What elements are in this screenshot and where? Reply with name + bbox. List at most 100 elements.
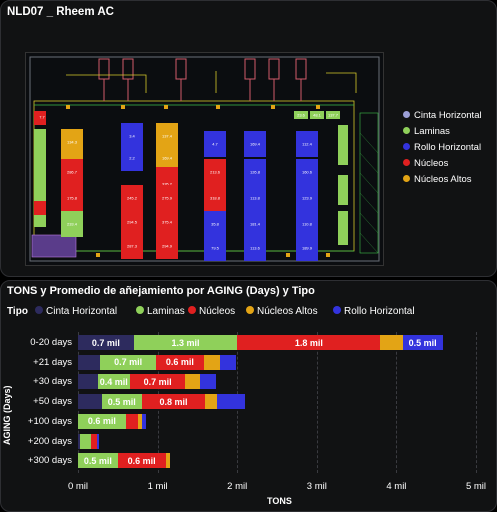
storage-block[interactable] <box>121 233 143 259</box>
bar-segment[interactable] <box>205 394 218 410</box>
bar-segment[interactable] <box>78 394 102 410</box>
bar-segment[interactable] <box>203 354 220 370</box>
map-legend-item-laminas[interactable]: Laminas <box>403 126 450 137</box>
storage-block-label: 175.8 <box>67 196 78 201</box>
x-gridline <box>316 332 318 473</box>
storage-block[interactable] <box>204 235 226 261</box>
bar-segment[interactable]: 0.6 mil <box>117 453 166 469</box>
storage-block[interactable] <box>244 185 266 211</box>
storage-block[interactable] <box>121 145 143 171</box>
storage-block[interactable] <box>61 185 83 211</box>
storage-block-label: 213.6 <box>210 170 221 175</box>
bar-segment[interactable]: 0.5 mil <box>78 453 118 469</box>
storage-block[interactable] <box>121 209 143 235</box>
legend-dot-icon <box>403 126 410 134</box>
legend-label: Núcleos Altos <box>414 174 472 185</box>
bar-segment[interactable]: 0.6 mil <box>78 413 126 429</box>
storage-block-label: 375.4 <box>162 220 173 225</box>
bar-segment[interactable] <box>141 413 146 429</box>
legend-dot-icon <box>403 174 410 182</box>
storage-block-label: 3.4 <box>129 134 135 139</box>
storage-block[interactable] <box>61 211 83 237</box>
chart-legend-nucleos-altos[interactable]: Núcleos Altos <box>246 306 318 317</box>
storage-block[interactable] <box>310 111 324 119</box>
bar-segment[interactable] <box>199 374 216 390</box>
bar-segment[interactable]: 0.5 mil <box>101 394 142 410</box>
storage-block[interactable] <box>296 235 318 261</box>
legend-label: Laminas <box>414 126 450 137</box>
bar-segment[interactable]: 0.7 mil <box>78 335 134 350</box>
storage-block-label: 294.9 <box>162 244 173 249</box>
storage-block-label: 286.7 <box>67 170 78 175</box>
bar-segment[interactable] <box>165 453 170 469</box>
bar-segment[interactable]: 0.7 mil <box>129 374 186 390</box>
storage-block[interactable] <box>204 159 226 185</box>
bar-segment[interactable] <box>80 433 91 449</box>
storage-block[interactable] <box>121 123 143 149</box>
storage-block[interactable] <box>244 159 266 185</box>
storage-block[interactable] <box>296 131 318 157</box>
chart-legend-cinta-horizontal[interactable]: Cinta Horizontal <box>35 306 117 317</box>
map-legend-item-rollo-horizontal[interactable]: Rollo Horizontal <box>403 142 481 153</box>
x-tick-label: 3 mil <box>306 481 327 492</box>
storage-block[interactable] <box>244 235 266 261</box>
bar-segment[interactable] <box>217 394 246 410</box>
storage-block-label: 7.7 <box>39 115 45 120</box>
storage-block[interactable] <box>156 209 178 235</box>
storage-block[interactable] <box>296 211 318 237</box>
storage-block[interactable] <box>156 185 178 211</box>
storage-block[interactable] <box>296 159 318 185</box>
bar-segment[interactable] <box>97 433 100 449</box>
legend-dot-icon <box>35 306 43 315</box>
storage-block[interactable] <box>61 159 83 185</box>
bar-segment[interactable] <box>380 335 403 350</box>
storage-block-label: 189.9 <box>302 246 313 251</box>
storage-block[interactable] <box>244 211 266 237</box>
bar-segment[interactable]: 0.8 mil <box>141 394 206 410</box>
storage-block[interactable] <box>296 185 318 211</box>
bar-segment[interactable]: 0.7 mil <box>100 354 156 370</box>
bar-segment[interactable] <box>219 354 236 370</box>
storage-block[interactable] <box>204 131 226 157</box>
bar-segment[interactable] <box>90 433 98 449</box>
map-legend-item-cinta-horizontal[interactable]: Cinta Horizontal <box>403 110 482 121</box>
chart-legend-nucleos[interactable]: Núcleos <box>188 306 235 317</box>
storage-block[interactable] <box>204 185 226 211</box>
storage-block-label: 4.7 <box>212 142 218 147</box>
bar-segment[interactable] <box>78 354 101 370</box>
storage-block[interactable] <box>156 123 178 149</box>
chart-legend-rollo-horizontal[interactable]: Rollo Horizontal <box>333 306 415 317</box>
map-legend-item-nucleos[interactable]: Núcleos <box>403 158 448 169</box>
storage-block[interactable] <box>61 129 83 155</box>
storage-block-label: 287.3 <box>127 244 138 249</box>
storage-block[interactable] <box>156 145 178 171</box>
map-legend-item-nucleos-altos[interactable]: Núcleos Altos <box>403 174 472 185</box>
bar-segment[interactable] <box>78 433 81 449</box>
storage-block[interactable] <box>326 111 340 119</box>
storage-block[interactable] <box>121 185 143 211</box>
bar-segment[interactable]: 1.3 mil <box>133 335 238 350</box>
bar-segment[interactable] <box>78 374 98 390</box>
x-tick-label: 1 mil <box>147 481 168 492</box>
legend-label: Laminas <box>147 306 185 317</box>
storage-block-label: 233.4 <box>67 222 78 227</box>
bar-segment[interactable] <box>185 374 200 390</box>
bar-segment[interactable] <box>125 413 138 429</box>
storage-block[interactable] <box>156 233 178 259</box>
storage-block[interactable] <box>204 211 226 237</box>
storage-block[interactable] <box>294 111 308 119</box>
storage-block-label: 169.4 <box>250 142 261 147</box>
legend-dot-icon <box>333 306 341 315</box>
bar-segment[interactable]: 0.4 mil <box>97 374 130 390</box>
bar-segment[interactable]: 0.5 mil <box>402 335 443 350</box>
warehouse-floor-plan[interactable]: 7.7134.33.4137.420.72.2169.44.7169.4112.… <box>25 52 384 266</box>
storage-block[interactable] <box>38 111 46 123</box>
chart-legend-laminas[interactable]: Laminas <box>136 306 185 317</box>
bar-segment[interactable] <box>137 413 142 429</box>
storage-block[interactable] <box>244 131 266 157</box>
storage-block-label: 79.5 <box>211 246 220 251</box>
bar-segment[interactable]: 1.8 mil <box>237 335 381 350</box>
storage-block-label: 110.8 <box>302 222 312 227</box>
bar-segment[interactable]: 0.6 mil <box>156 354 204 370</box>
storage-block-label: 181.4 <box>250 222 261 227</box>
